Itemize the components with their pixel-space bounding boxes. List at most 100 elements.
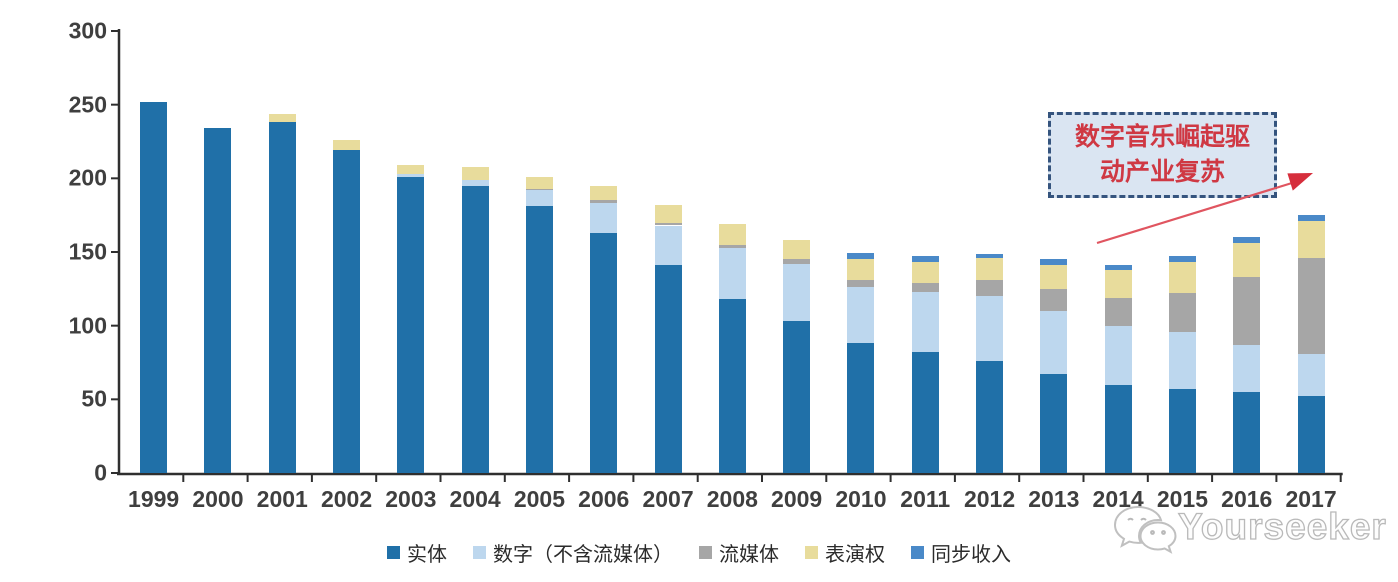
- x-axis-tick-label: 2015: [1156, 486, 1209, 512]
- bar-segment-同步收入: [1168, 256, 1196, 263]
- bar-segment-流媒体: [847, 280, 875, 288]
- legend-item: 实体: [387, 538, 447, 567]
- bar-2000: [204, 0, 232, 473]
- bar-segment-数字（不含流媒体）: [654, 225, 682, 266]
- bar-segment-表演权: [1168, 262, 1196, 294]
- bar-segment-数字（不含流媒体）: [525, 190, 553, 207]
- bar-segment-数字（不含流媒体）: [397, 173, 425, 177]
- bar-segment-实体: [847, 343, 875, 473]
- legend-item: 同步收入: [911, 538, 1011, 567]
- x-axis-tick-label: 2002: [320, 486, 373, 512]
- bar-segment-数字（不含流媒体）: [461, 179, 489, 186]
- legend-label: 数字（不含流媒体）: [493, 544, 673, 566]
- bar-segment-实体: [654, 265, 682, 473]
- bar-segment-数字（不含流媒体）: [783, 263, 811, 322]
- bar-segment-表演权: [847, 259, 875, 280]
- legend-item: 数字（不含流媒体）: [473, 538, 673, 567]
- bar-2016: [1233, 0, 1261, 473]
- legend-swatch-icon: [699, 546, 712, 559]
- bar-segment-表演权: [1233, 243, 1261, 278]
- bar-2005: [525, 0, 553, 473]
- legend-item: 流媒体: [699, 538, 779, 567]
- legend-swatch-icon: [911, 546, 924, 559]
- bar-segment-数字（不含流媒体）: [976, 296, 1004, 362]
- bar-segment-同步收入: [847, 253, 875, 260]
- x-axis-tick-label: 2000: [192, 486, 244, 512]
- bar-segment-数字（不含流媒体）: [718, 247, 746, 300]
- bar-segment-实体: [590, 232, 618, 473]
- bar-2015: [1168, 0, 1196, 473]
- bar-segment-实体: [718, 299, 746, 473]
- bar-2006: [590, 0, 618, 473]
- wechat-logo-icon: [1113, 505, 1177, 554]
- bar-segment-流媒体: [1104, 297, 1132, 326]
- bar-segment-流媒体: [1297, 257, 1325, 354]
- bar-segment-实体: [1168, 389, 1196, 473]
- legend-label: 同步收入: [931, 544, 1011, 566]
- watermark-text: Yourseeker: [1177, 505, 1387, 547]
- bar-segment-流媒体: [654, 222, 682, 226]
- bar-segment-数字（不含流媒体）: [847, 287, 875, 344]
- x-axis-tick-label: 2004: [449, 486, 501, 512]
- bar-segment-表演权: [1297, 221, 1325, 258]
- bar-segment-同步收入: [1040, 259, 1068, 266]
- bar-segment-同步收入: [1233, 237, 1261, 244]
- x-axis-tick-label: 2010: [835, 486, 887, 512]
- y-axis-tick-label: 0: [94, 459, 107, 486]
- bar-segment-流媒体: [911, 282, 939, 292]
- y-axis-tick-label: 200: [68, 164, 107, 191]
- bar-segment-同步收入: [976, 253, 1004, 258]
- bar-2008: [718, 0, 746, 473]
- bar-2003: [397, 0, 425, 473]
- bar-segment-同步收入: [911, 256, 939, 263]
- x-axis-tick-label: 2011: [900, 486, 951, 512]
- annotation-line2: 动产业复苏: [1099, 159, 1225, 186]
- legend-label: 实体: [407, 544, 447, 566]
- bar-2007: [654, 0, 682, 473]
- bar-segment-实体: [140, 101, 168, 473]
- bar-segment-数字（不含流媒体）: [911, 291, 939, 353]
- x-axis-tick-label: 2005: [513, 486, 566, 512]
- x-axis-tick-label: 2003: [385, 486, 437, 512]
- y-axis-tick-label: 300: [68, 17, 107, 44]
- x-axis-tick-label: 2012: [963, 486, 1016, 512]
- bar-1999: [140, 0, 168, 473]
- bar-2009: [783, 0, 811, 473]
- bar-2010: [847, 0, 875, 473]
- bar-segment-表演权: [976, 257, 1004, 280]
- bar-segment-数字（不含流媒体）: [590, 203, 618, 233]
- bar-segment-实体: [1104, 384, 1132, 473]
- bar-segment-实体: [333, 150, 361, 473]
- bar-segment-流媒体: [783, 259, 811, 264]
- bar-segment-表演权: [1040, 265, 1068, 289]
- bar-segment-流媒体: [590, 200, 618, 204]
- bar-segment-表演权: [397, 165, 425, 174]
- bar-2017: [1297, 0, 1325, 473]
- bar-segment-流媒体: [1168, 293, 1196, 332]
- bar-segment-流媒体: [1233, 277, 1261, 345]
- legend-label: 流媒体: [719, 544, 779, 566]
- bar-segment-表演权: [268, 113, 296, 123]
- bar-segment-同步收入: [1297, 215, 1325, 222]
- bar-segment-实体: [204, 128, 232, 473]
- bar-segment-同步收入: [1104, 265, 1132, 270]
- bar-segment-实体: [1233, 391, 1261, 473]
- bar-segment-实体: [268, 122, 296, 473]
- bar-segment-数字（不含流媒体）: [1168, 331, 1196, 390]
- bar-segment-表演权: [718, 224, 746, 245]
- legend-swatch-icon: [473, 546, 486, 559]
- y-axis-tick-label: 250: [68, 91, 107, 118]
- bar-segment-流媒体: [976, 280, 1004, 297]
- legend-label: 表演权: [825, 544, 885, 566]
- annotation-line1: 数字音乐崛起驱: [1074, 124, 1250, 151]
- legend-swatch-icon: [805, 546, 818, 559]
- bar-2011: [911, 0, 939, 473]
- bar-2013: [1040, 0, 1068, 473]
- x-axis-tick-label: 1999: [128, 486, 180, 512]
- x-axis-tick-label: 2006: [578, 486, 630, 512]
- bar-segment-数字（不含流媒体）: [1297, 353, 1325, 397]
- bar-2012: [976, 0, 1004, 473]
- y-axis-tick-label: 150: [68, 238, 107, 265]
- legend-swatch-icon: [387, 546, 400, 559]
